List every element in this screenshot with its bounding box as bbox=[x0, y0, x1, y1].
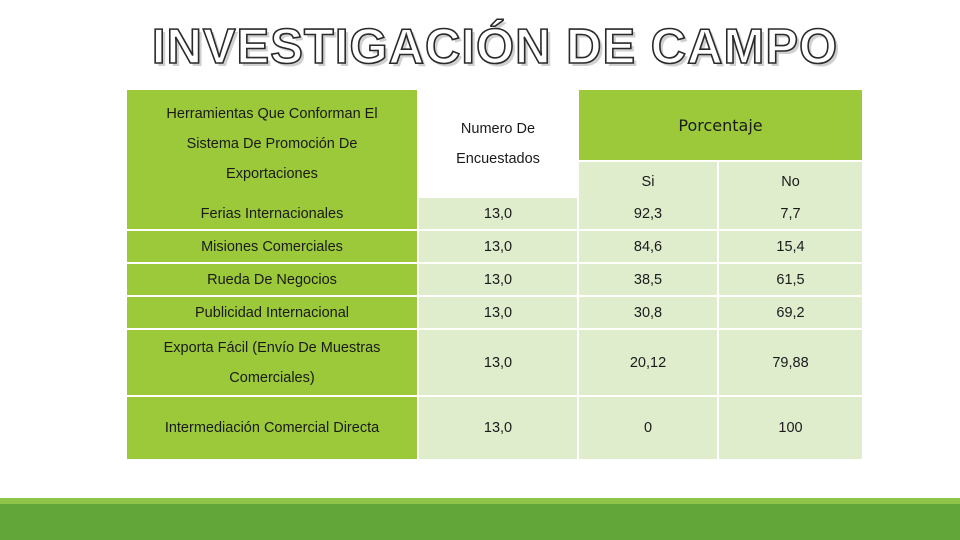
header-respondents: Numero De Encuestados bbox=[418, 90, 579, 198]
header-tools-line: Herramientas Que Conforman El bbox=[166, 106, 378, 122]
row-yes: 92,3 bbox=[578, 198, 719, 231]
table-row: Exporta Fácil (Envío De Muestras Comerci… bbox=[127, 329, 862, 397]
header-no: No bbox=[718, 161, 862, 198]
header-percentage: Porcentaje bbox=[578, 90, 862, 162]
header-respondents-line: Encuestados bbox=[456, 151, 540, 167]
table-row: Intermediación Comercial Directa 13,0 0 … bbox=[127, 396, 862, 461]
row-no: 79,88 bbox=[718, 329, 862, 397]
survey-table: Herramientas Que Conforman El Sistema De… bbox=[127, 90, 862, 461]
row-name-line: Exporta Fácil (Envío De Muestras bbox=[163, 339, 381, 356]
row-count: 13,0 bbox=[418, 296, 579, 330]
row-name: Misiones Comerciales bbox=[127, 230, 419, 264]
header-tools-line: Exportaciones bbox=[226, 166, 318, 182]
row-name: Exporta Fácil (Envío De Muestras Comerci… bbox=[127, 329, 419, 397]
row-name: Ferias Internacionales bbox=[127, 198, 419, 231]
row-name: Intermediación Comercial Directa bbox=[127, 396, 419, 461]
header-tools: Herramientas Que Conforman El Sistema De… bbox=[127, 90, 419, 198]
header-yes: Si bbox=[578, 161, 719, 198]
row-no: 69,2 bbox=[718, 296, 862, 330]
row-no: 61,5 bbox=[718, 263, 862, 297]
row-yes: 30,8 bbox=[578, 296, 719, 330]
header-tools-line: Sistema De Promoción De bbox=[186, 136, 358, 152]
row-count: 13,0 bbox=[418, 329, 579, 397]
row-yes: 84,6 bbox=[578, 230, 719, 264]
row-yes: 20,12 bbox=[578, 329, 719, 397]
header-row-top: Herramientas Que Conforman El Sistema De… bbox=[127, 90, 862, 198]
table-row: Ferias Internacionales 13,0 92,3 7,7 bbox=[127, 198, 862, 231]
table-row: Publicidad Internacional 13,0 30,8 69,2 bbox=[127, 296, 862, 330]
row-name: Publicidad Internacional bbox=[127, 296, 419, 330]
row-count: 13,0 bbox=[418, 263, 579, 297]
row-no: 7,7 bbox=[718, 198, 862, 231]
header-respondents-line: Numero De bbox=[460, 121, 536, 137]
table-row: Misiones Comerciales 13,0 84,6 15,4 bbox=[127, 230, 862, 264]
footer-accent-bar bbox=[0, 498, 960, 504]
row-count: 13,0 bbox=[418, 198, 579, 231]
row-name: Rueda De Negocios bbox=[127, 263, 419, 297]
row-no: 15,4 bbox=[718, 230, 862, 264]
footer-bar bbox=[0, 504, 960, 540]
row-count: 13,0 bbox=[418, 230, 579, 264]
row-yes: 38,5 bbox=[578, 263, 719, 297]
row-name-line: Comerciales) bbox=[229, 369, 315, 386]
table-row: Rueda De Negocios 13,0 38,5 61,5 bbox=[127, 263, 862, 297]
slide-title: INVESTIGACIÓN DE CAMPO bbox=[151, 19, 839, 75]
row-count: 13,0 bbox=[418, 396, 579, 461]
header-row-sub: Si No bbox=[127, 161, 862, 198]
row-no: 100 bbox=[718, 396, 862, 461]
row-yes: 0 bbox=[578, 396, 719, 461]
